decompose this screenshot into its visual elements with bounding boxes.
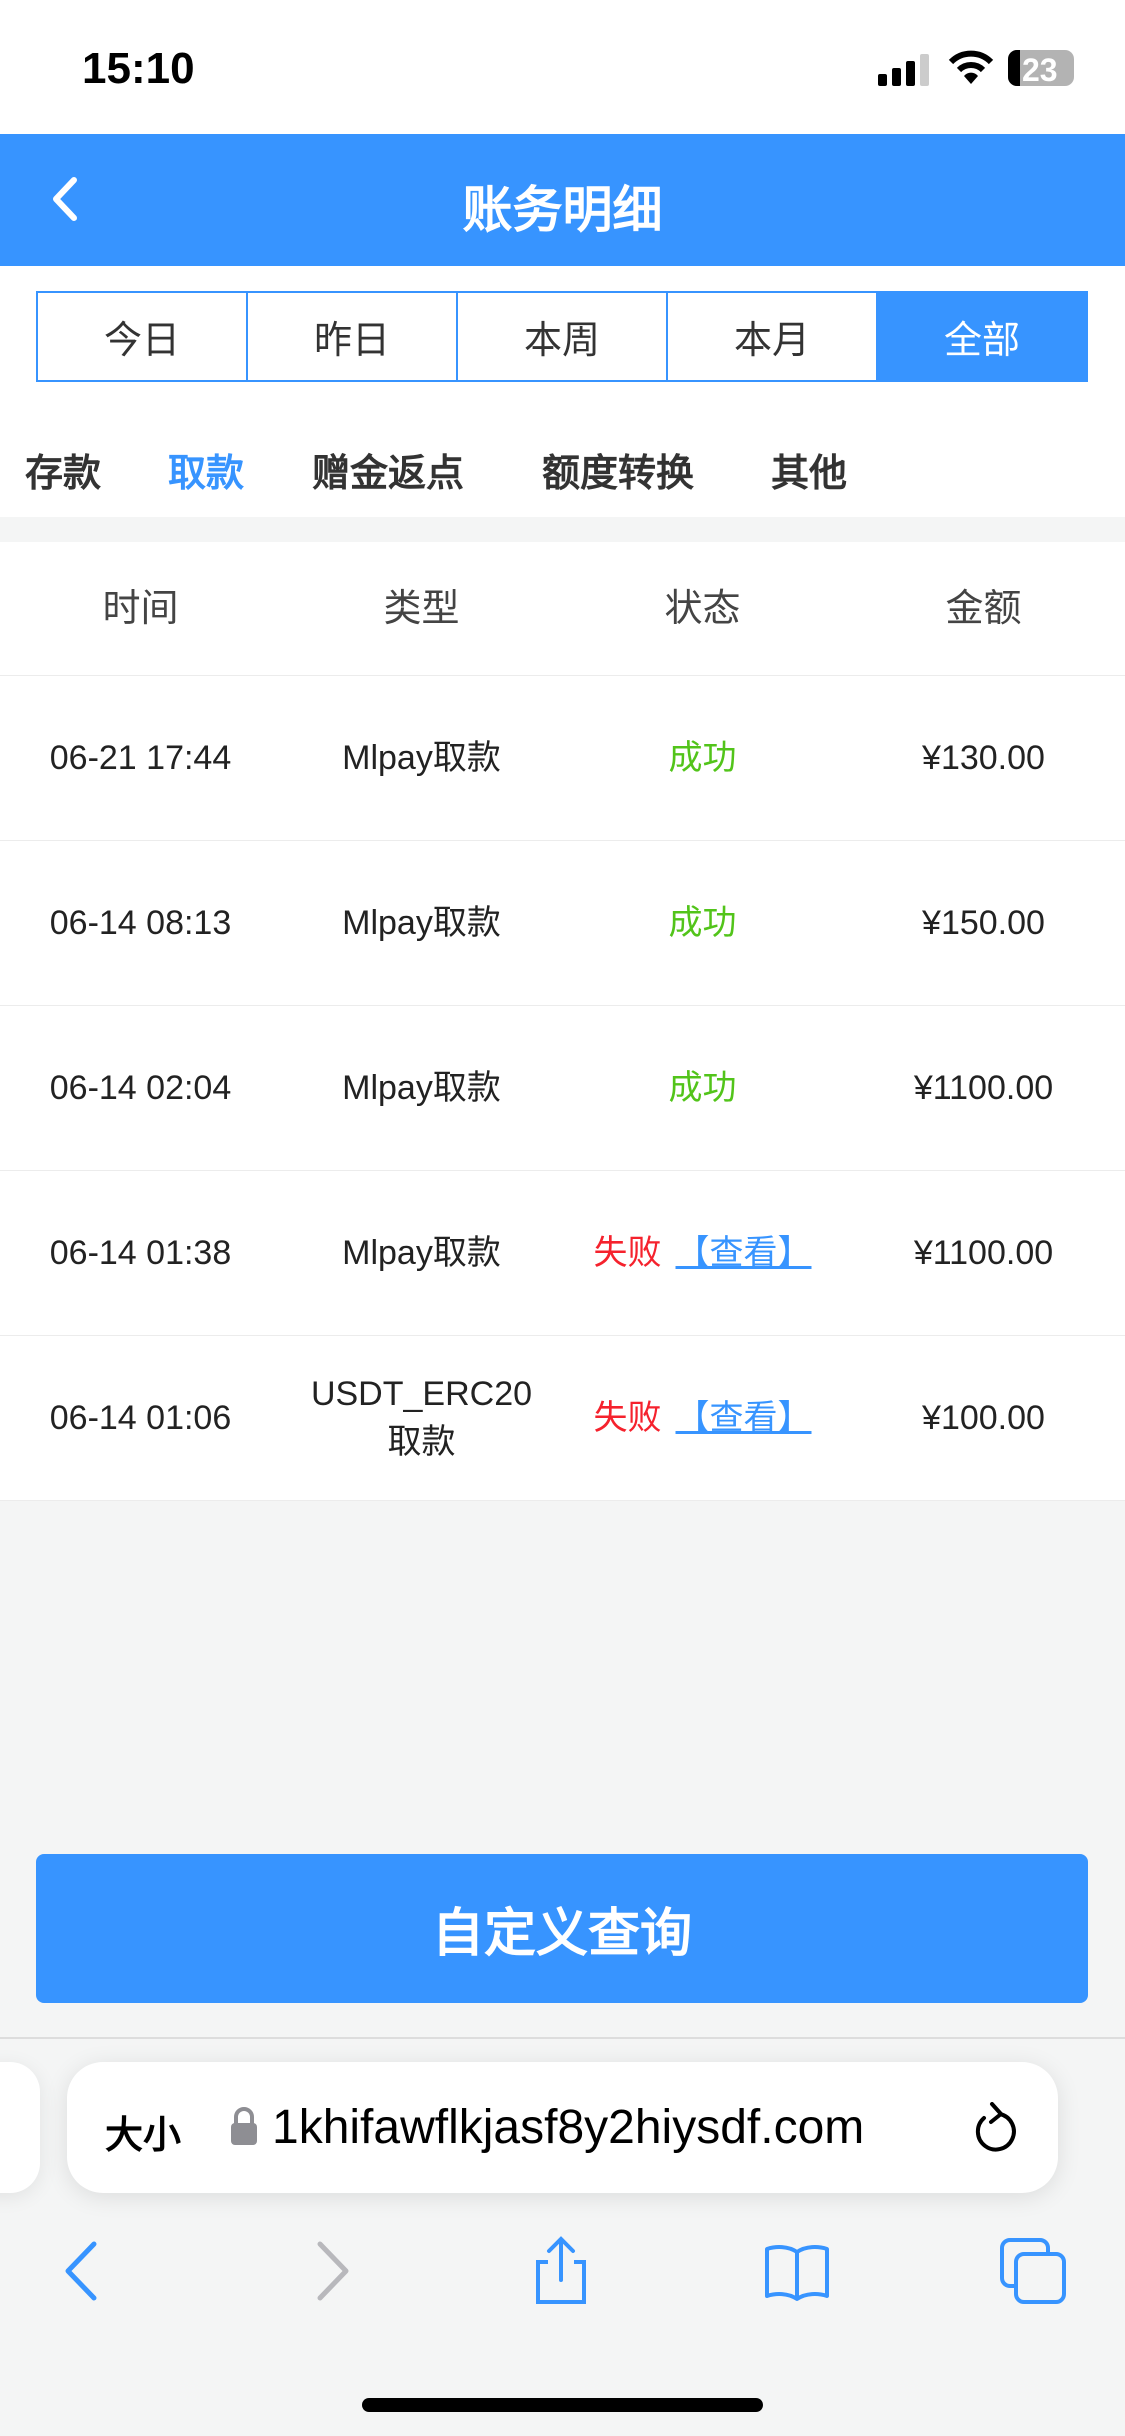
time: 06-14 01:06 bbox=[49, 1399, 232, 1437]
amount: ¥150.00 bbox=[922, 904, 1045, 942]
tab-all[interactable]: 全部 bbox=[878, 293, 1086, 380]
col-type: 类型 bbox=[383, 587, 460, 630]
amount: ¥1100.00 bbox=[913, 1069, 1054, 1107]
col-status: 状态 bbox=[664, 587, 741, 630]
home-indicator bbox=[362, 2398, 763, 2412]
wifi-icon bbox=[948, 50, 994, 84]
tab-this-month[interactable]: 本月 bbox=[668, 293, 878, 380]
type: Mlpay取款 bbox=[342, 904, 501, 942]
status-cell: 失败 【查看】 bbox=[562, 1394, 843, 1442]
time: 06-14 08:13 bbox=[49, 904, 232, 942]
view-link[interactable]: 【查看】 bbox=[675, 1399, 812, 1437]
amount: ¥130.00 bbox=[922, 739, 1045, 777]
time: 06-14 02:04 bbox=[49, 1069, 232, 1107]
tab-transfer[interactable]: 额度转换 bbox=[542, 453, 695, 495]
table-row: 06-14 01:38 Mlpay取款 失败 【查看】 ¥1100.00 bbox=[0, 1171, 1125, 1336]
type: Mlpay取款 bbox=[342, 739, 501, 777]
time: 06-14 01:38 bbox=[49, 1234, 232, 1272]
battery-level: 23 bbox=[1022, 52, 1058, 86]
type: Mlpay取款 bbox=[342, 1069, 501, 1107]
transactions-table: 时间 类型 状态 金额 06-21 17:44 Mlpay取款 成功 ¥130.… bbox=[0, 542, 1125, 1501]
status: 成功 bbox=[668, 904, 737, 942]
lock-icon bbox=[231, 2107, 257, 2145]
previous-tab-pill[interactable] bbox=[0, 2062, 40, 2193]
tab-deposit[interactable]: 存款 bbox=[25, 453, 102, 495]
header: 账务明细 bbox=[0, 134, 1125, 266]
tab-withdraw[interactable]: 取款 bbox=[168, 453, 245, 495]
reload-icon[interactable] bbox=[970, 2102, 1020, 2156]
date-filter-tabs: 今日 昨日 本周 本月 全部 bbox=[36, 291, 1088, 382]
url-text[interactable]: 1khifawflkjasf8y2hiysdf.com bbox=[272, 2101, 865, 2154]
table-row: 06-14 02:04 Mlpay取款 成功 ¥1100.00 bbox=[0, 1006, 1125, 1171]
signal-icon bbox=[878, 54, 929, 86]
browser-forward-icon[interactable] bbox=[294, 2236, 364, 2306]
table-row: 06-14 01:06 USDT_ERC20取款 失败 【查看】 ¥100.00 bbox=[0, 1336, 1125, 1501]
clock: 15:10 bbox=[82, 44, 195, 93]
page-title: 账务明细 bbox=[462, 182, 663, 238]
custom-query-button[interactable]: 自定义查询 bbox=[36, 1854, 1088, 2003]
status-bar: 15:10 23 bbox=[0, 0, 1125, 134]
address-bar[interactable]: 大小 1khifawflkjasf8y2hiysdf.com bbox=[67, 2062, 1058, 2193]
tab-other[interactable]: 其他 bbox=[771, 453, 848, 495]
tab-bonus-rebate[interactable]: 赠金返点 bbox=[312, 453, 465, 495]
back-icon[interactable] bbox=[50, 176, 80, 222]
view-link[interactable]: 【查看】 bbox=[675, 1234, 812, 1272]
amount: ¥1100.00 bbox=[913, 1234, 1054, 1272]
tab-yesterday[interactable]: 昨日 bbox=[248, 293, 458, 380]
time: 06-21 17:44 bbox=[49, 739, 232, 777]
status-cell: 失败 【查看】 bbox=[562, 1229, 843, 1277]
share-icon[interactable] bbox=[526, 2236, 596, 2306]
divider bbox=[0, 2037, 1125, 2039]
type: Mlpay取款 bbox=[342, 1234, 501, 1272]
tabs-icon[interactable] bbox=[998, 2236, 1068, 2306]
battery-icon: 23 bbox=[1008, 50, 1074, 86]
col-time: 时间 bbox=[102, 587, 179, 630]
bookmarks-icon[interactable] bbox=[762, 2236, 832, 2306]
status: 成功 bbox=[668, 1069, 737, 1107]
table-row: 06-14 08:13 Mlpay取款 成功 ¥150.00 bbox=[0, 841, 1125, 1006]
table-row: 06-21 17:44 Mlpay取款 成功 ¥130.00 bbox=[0, 676, 1125, 841]
table-header: 时间 类型 状态 金额 bbox=[0, 542, 1125, 676]
amount: ¥100.00 bbox=[922, 1399, 1045, 1437]
tab-today[interactable]: 今日 bbox=[38, 293, 248, 380]
tab-this-week[interactable]: 本周 bbox=[458, 293, 668, 380]
status: 失败 bbox=[593, 1234, 662, 1272]
type: USDT_ERC20取款 bbox=[310, 1375, 533, 1461]
status: 成功 bbox=[668, 739, 737, 777]
browser-back-icon[interactable] bbox=[50, 2236, 120, 2306]
col-amount: 金额 bbox=[945, 587, 1022, 630]
text-size-button[interactable]: 大小 bbox=[105, 2115, 182, 2157]
status: 失败 bbox=[593, 1399, 662, 1437]
